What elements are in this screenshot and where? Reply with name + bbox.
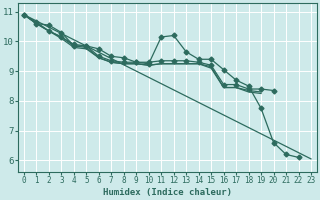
X-axis label: Humidex (Indice chaleur): Humidex (Indice chaleur) [103, 188, 232, 197]
